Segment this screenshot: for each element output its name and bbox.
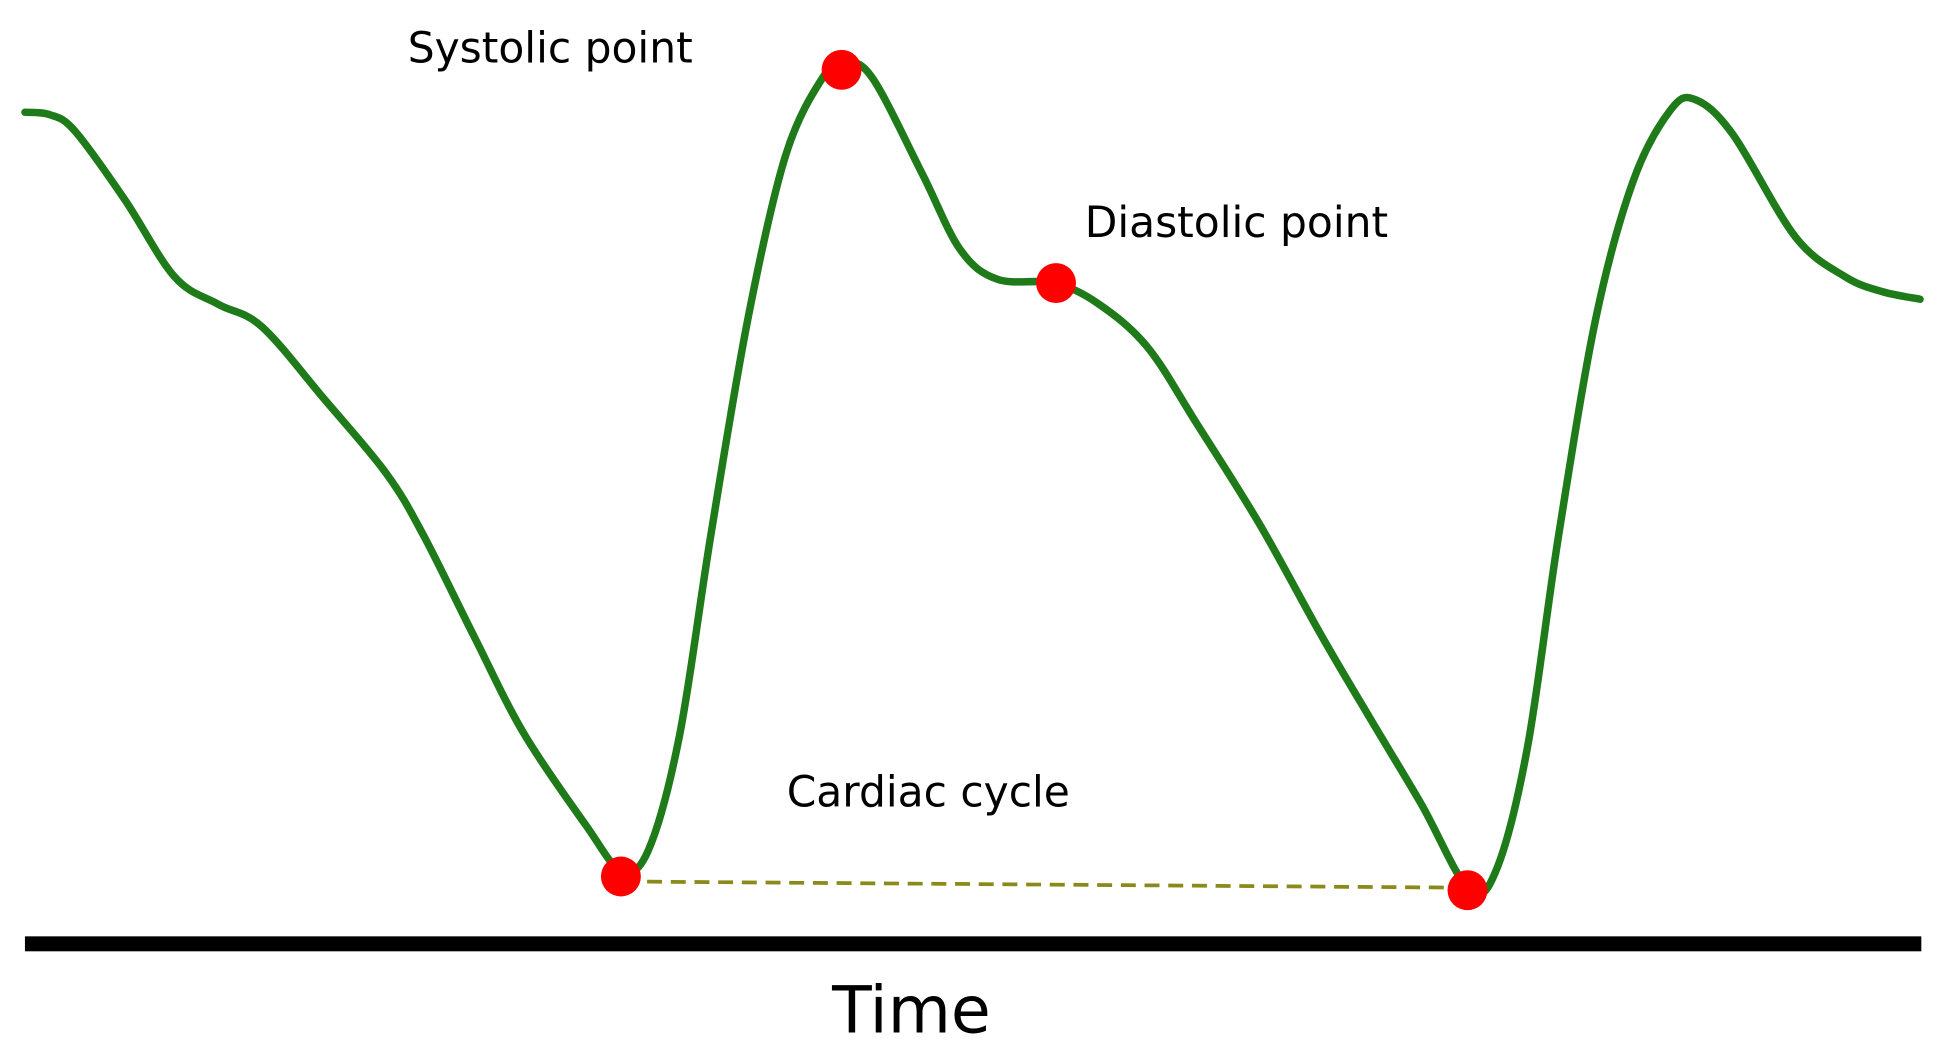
systolic-dot (821, 49, 862, 90)
axis-label: Time (831, 973, 991, 1048)
pressure-wave (21, 58, 1924, 898)
systolic-label: Systolic point (408, 23, 693, 72)
diagram-body: Systolic point Diastolic point Cardiac c… (21, 23, 1924, 1048)
diastolic-dot (1036, 263, 1076, 303)
cycle-label: Cardiac cycle (787, 768, 1070, 817)
cycle-end-dot (1447, 870, 1488, 911)
cycle-start-dot (600, 856, 641, 897)
time-axis (24, 936, 1922, 952)
diastolic-label: Diastolic point (1085, 198, 1388, 247)
